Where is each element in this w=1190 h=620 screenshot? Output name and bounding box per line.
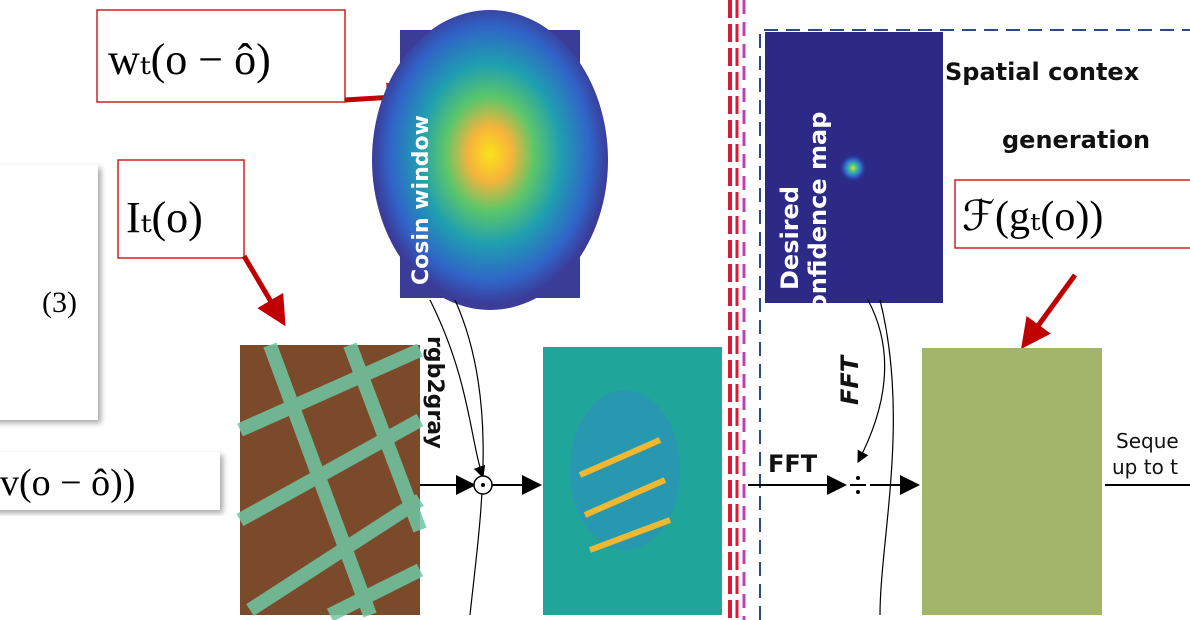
- product-dot: [481, 483, 485, 487]
- spatial-context-label: Spatial contex: [945, 58, 1140, 86]
- curve: [880, 300, 893, 615]
- up-to-label: up to t: [1112, 455, 1178, 479]
- confidence-peak: [839, 154, 867, 182]
- window-formula: wₜ(o − ô): [108, 35, 271, 84]
- curve: [455, 300, 483, 615]
- desired-label: Desired: [776, 186, 804, 290]
- red-arrow: [1024, 275, 1075, 345]
- fft-formula: ℱ(gₜ(o)): [962, 194, 1103, 240]
- fft-label: FFT: [768, 450, 818, 478]
- cosine-label: Cosin window: [409, 115, 434, 285]
- sequence-label: Seque: [1116, 429, 1179, 453]
- fft-label: FFT: [836, 354, 864, 405]
- cosine-image: [372, 10, 608, 310]
- divide-dot: [856, 476, 860, 480]
- red-arrow: [244, 256, 283, 322]
- divide-dot: [856, 490, 860, 494]
- partial-formula: v(o − ô)): [0, 462, 135, 504]
- confidence-label: confidence map: [804, 112, 832, 325]
- generation-label: generation: [1002, 126, 1150, 154]
- diagram: (3) v(o − ô)) wₜ(o − ô) Cosin window Iₜ(…: [0, 0, 1190, 620]
- rgb2gray-label: rgb2gray: [422, 336, 447, 449]
- equation-number: (3): [42, 286, 77, 319]
- image-formula: Iₜ(o): [126, 193, 203, 242]
- context-image: [922, 348, 1102, 615]
